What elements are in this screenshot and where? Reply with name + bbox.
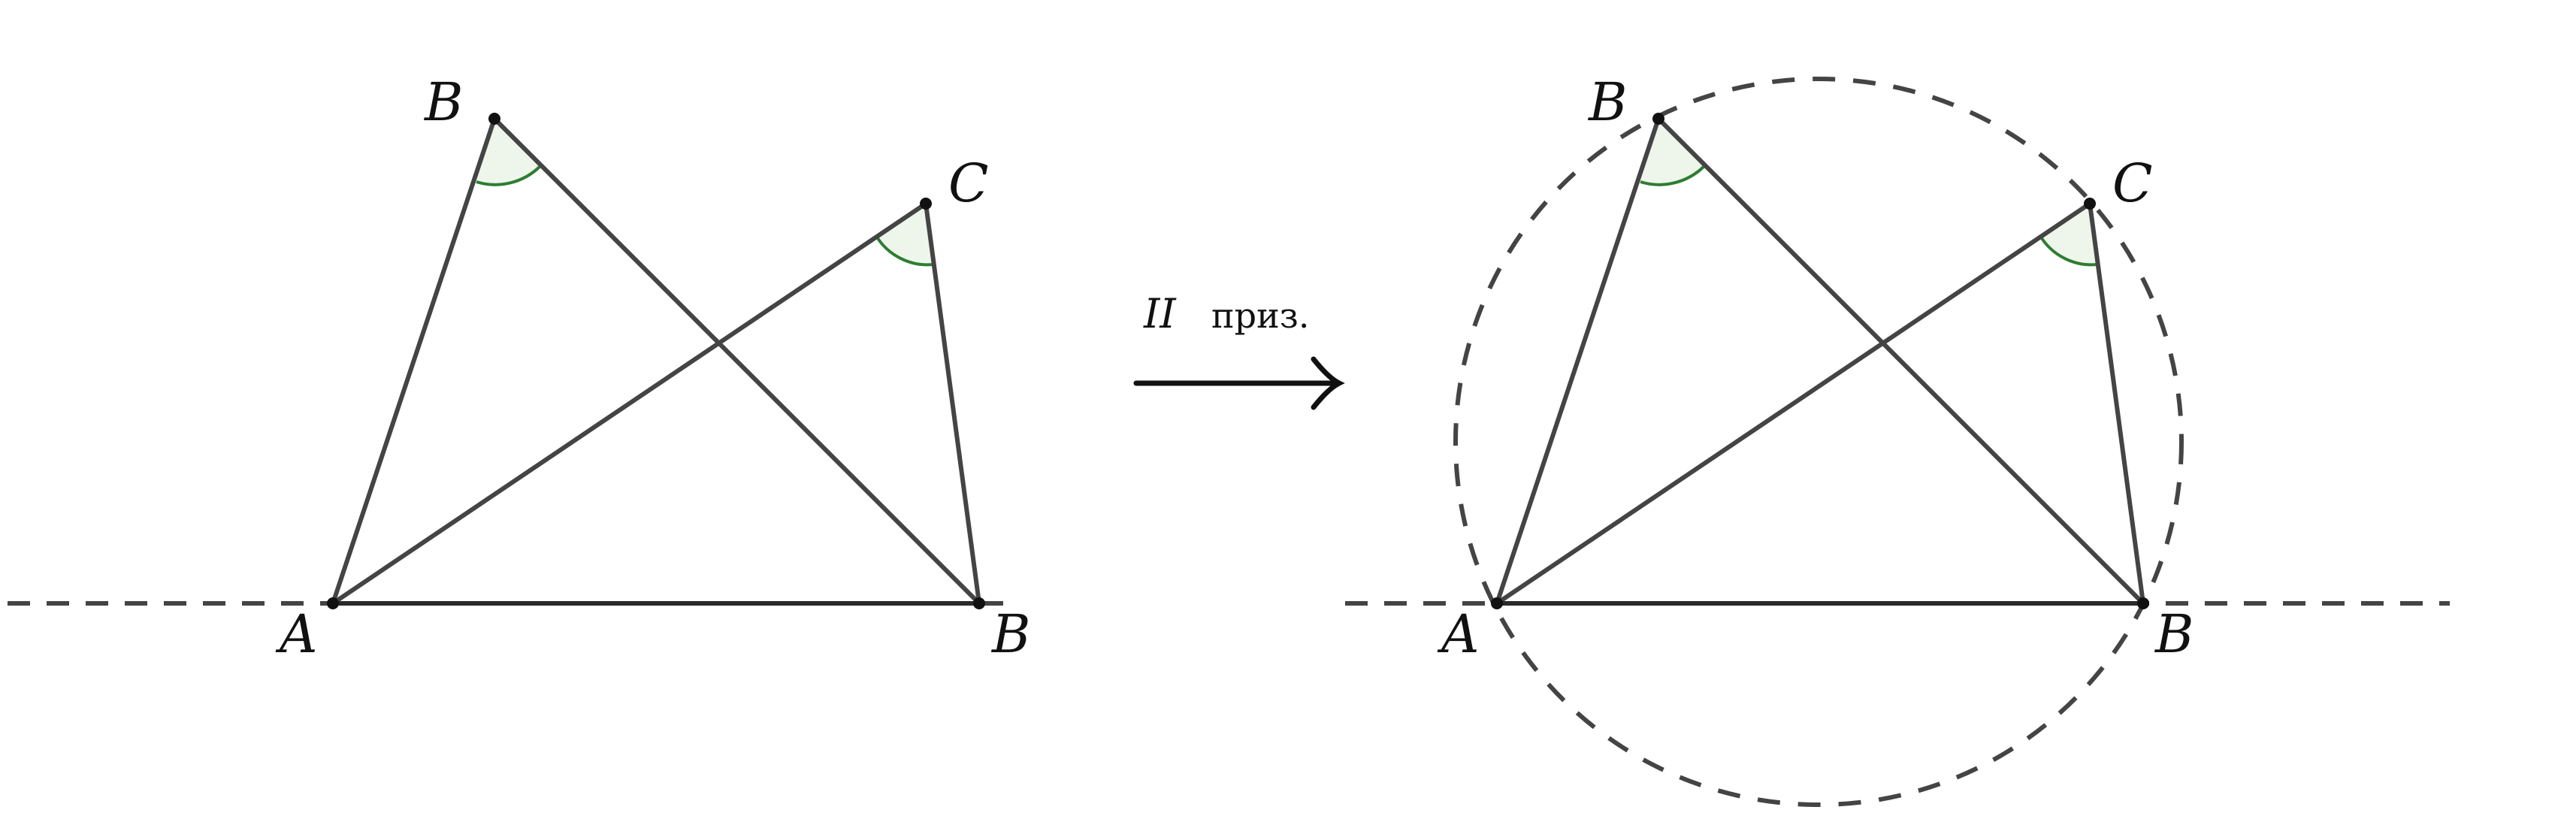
angle-arc-c-right xyxy=(2039,234,2098,267)
label-btop-right: B xyxy=(1587,71,1627,133)
segment-a-btop-left xyxy=(331,116,497,606)
point-a-left xyxy=(327,597,339,609)
label-a-right: A xyxy=(1437,603,1480,665)
figure-right: A B C B xyxy=(1437,71,2194,807)
transition-arrow: II приз. xyxy=(1133,290,1345,410)
segment-a-c-right xyxy=(1495,201,2092,606)
segment-c-bbottom-right xyxy=(2088,201,2145,606)
circumcircle xyxy=(1453,77,2184,807)
transition-roman: II xyxy=(1143,290,1177,337)
figure-left: A B C B xyxy=(275,71,1030,665)
segment-c-bbottom-left xyxy=(924,201,981,606)
angle-arc-b-left xyxy=(476,165,541,186)
label-a-left: A xyxy=(275,603,318,665)
point-btop-left xyxy=(488,113,500,125)
point-a-right xyxy=(1491,597,1503,609)
label-bbottom-left: B xyxy=(990,603,1030,665)
angle-fill-b-left xyxy=(476,119,540,185)
label-c-left: C xyxy=(948,153,989,214)
label-bbottom-right: B xyxy=(2154,603,2194,665)
point-btop-right xyxy=(1652,113,1664,125)
angle-arc-b-right xyxy=(1640,165,1705,186)
angle-fill-c-right xyxy=(2040,204,2097,265)
point-bbottom-left xyxy=(973,597,985,609)
angle-arc-c-left xyxy=(875,234,934,267)
angle-fill-b-right xyxy=(1640,119,1704,185)
segment-a-btop-right xyxy=(1495,116,1661,606)
label-btop-left: B xyxy=(423,71,463,133)
point-bbottom-right xyxy=(2137,597,2149,609)
segment-btop-bbottom-right xyxy=(1656,116,2145,606)
segment-btop-bbottom-left xyxy=(492,116,981,606)
label-c-right: C xyxy=(2112,153,2153,214)
angle-fill-c-left xyxy=(876,204,933,265)
point-c-left xyxy=(920,198,932,210)
segment-a-c-left xyxy=(331,201,928,606)
arrow-head xyxy=(1311,356,1345,410)
point-c-right xyxy=(2084,198,2096,210)
transition-text: приз. xyxy=(1211,295,1309,336)
